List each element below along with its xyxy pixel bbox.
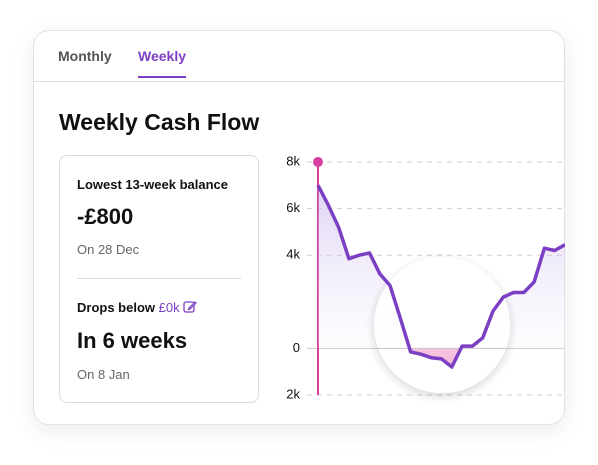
threshold[interactable]: £0k bbox=[158, 300, 180, 315]
lowest-date: On 28 Dec bbox=[77, 242, 140, 257]
y-tick-label: 8k bbox=[286, 153, 300, 168]
card: Monthly Weekly Weekly Cash Flow Lowest 1… bbox=[33, 30, 565, 425]
tab[interactable]: Weekly bbox=[138, 48, 186, 78]
edit-icon[interactable] bbox=[183, 300, 198, 314]
summary-card: Lowest 13-week balance -£800 On 28 Dec D… bbox=[59, 155, 259, 403]
divider bbox=[77, 278, 241, 279]
magnifier bbox=[374, 257, 510, 393]
drops-label: Drops below bbox=[77, 300, 156, 315]
tab[interactable]: Monthly bbox=[58, 48, 112, 64]
drops-value: In 6 weeks bbox=[77, 328, 188, 353]
y-tick-label: 4k bbox=[286, 247, 300, 262]
drops-row: Drops below £0k bbox=[77, 300, 198, 315]
drops-date: On 8 Jan bbox=[77, 367, 130, 382]
line bbox=[316, 184, 565, 369]
lowest-label: Lowest 13-week balance bbox=[77, 177, 229, 192]
y-tick-label: 2k bbox=[286, 386, 300, 401]
today-dot bbox=[313, 157, 323, 167]
y-tick-label: 6k bbox=[286, 200, 300, 215]
tab-bar: Monthly Weekly bbox=[34, 31, 564, 82]
y-tick-label: 0 bbox=[293, 340, 300, 355]
section-title: Weekly Cash Flow bbox=[59, 109, 260, 135]
lowest-value: -£800 bbox=[77, 204, 134, 229]
